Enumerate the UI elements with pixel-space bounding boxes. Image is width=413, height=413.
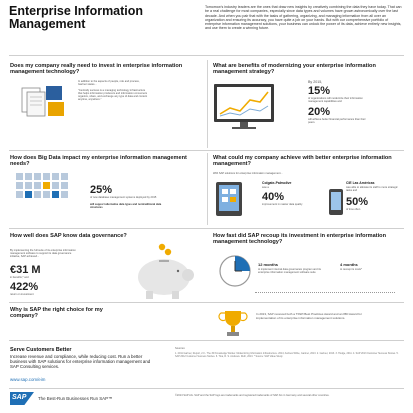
recoup-12m-text: to implement internal data governance pr… bbox=[258, 268, 321, 275]
benefit-stat1-value: 15% bbox=[308, 85, 331, 97]
benefit-stat2-value: 20% bbox=[308, 106, 331, 118]
need-note2: "Centrally success is a managing technol… bbox=[78, 89, 148, 102]
phone-icon bbox=[329, 189, 343, 215]
sap-logo-text: SAP bbox=[12, 394, 27, 401]
colgate-lead: saw a bbox=[262, 186, 269, 189]
serve-text: Increase revenue and compliance, while r… bbox=[10, 354, 151, 370]
why-question: Why is SAP the right choice for my compa… bbox=[10, 307, 103, 320]
governance-value1: €31 M bbox=[10, 264, 41, 276]
clock-icon bbox=[219, 255, 251, 287]
sources-text: 1. 2011 Gartner, Report, 2.0 - The 3D Kn… bbox=[175, 352, 399, 358]
recoup-question: How fast did SAP recoup its investment i… bbox=[213, 233, 387, 246]
governance-question: How well does SAP know data governance? bbox=[10, 233, 127, 239]
colgate-value: 40% bbox=[262, 191, 285, 203]
sources-label: Sources: bbox=[175, 347, 186, 350]
governance-label1: in benefits,* and bbox=[10, 276, 29, 279]
documents-icon bbox=[21, 86, 64, 117]
recoup-4m-text: to recoup its costs* bbox=[340, 268, 362, 271]
serve-title: Serve Customers Better bbox=[10, 347, 72, 353]
need-question: Does my company really need to invest in… bbox=[10, 63, 183, 76]
trophy-icon bbox=[218, 311, 248, 336]
tablet-icon bbox=[216, 182, 242, 216]
cie-value: 50% bbox=[346, 196, 369, 208]
colgate-name: Colgate-Palmolive bbox=[262, 181, 292, 185]
database-grid-icon bbox=[16, 173, 68, 198]
benefits-question: What are benefits of modernizing your en… bbox=[213, 63, 376, 76]
benefit-stat1-text: of organizations will modernize their in… bbox=[308, 97, 363, 104]
title-line2: Management bbox=[9, 17, 86, 31]
why-text: In 2013, SAP received both a TDWI Best P… bbox=[256, 312, 362, 320]
governance-intro: By implementing the full suite of its en… bbox=[10, 249, 76, 259]
piggy-bank-icon bbox=[138, 243, 194, 299]
copyright: ©2013 SAP AG. SAP and the SAP logo are t… bbox=[175, 394, 330, 397]
cie-name: CIE Las Américas bbox=[346, 181, 375, 185]
bigdata-stat1-value: 25% bbox=[90, 184, 113, 196]
achieve-question: What could my company achieve with bette… bbox=[213, 155, 392, 168]
page-title: Enterprise Information Management bbox=[9, 5, 189, 31]
need-note1: In addition to the aspects of people, ro… bbox=[78, 80, 140, 87]
bigdata-question: How does Big Data impact my enterprise i… bbox=[10, 155, 187, 168]
tagline: The Best-Run Businesses Run SAP™ bbox=[38, 396, 113, 401]
bigdata-stat1-text: of new database management systems deplo… bbox=[90, 196, 157, 199]
achieve-intro: With SAP solutions for enterprise inform… bbox=[213, 172, 283, 175]
intro-text: Tomorrow's industry leaders are the ones… bbox=[205, 5, 402, 31]
title-line1: Enterprise Information bbox=[9, 4, 144, 18]
cie-text2: of time often bbox=[346, 208, 361, 211]
recoup-4m-value: 4 months bbox=[340, 262, 358, 267]
sap-url-link[interactable]: www.sap.com/eim bbox=[10, 377, 46, 382]
governance-value2: 422% bbox=[10, 281, 39, 293]
sap-logo: SAP bbox=[10, 392, 34, 405]
recoup-12m-value: 12 months bbox=[258, 262, 279, 267]
cie-text1: was able to allocate its staff to more s… bbox=[346, 186, 398, 193]
benefit-stat2-text: will achieve better financial performanc… bbox=[308, 118, 366, 125]
colgate-text: improvement in master data quality bbox=[262, 203, 303, 206]
by2015-label: By 2015, bbox=[308, 80, 323, 84]
bigdata-stat2-text: will support alternative data types and … bbox=[90, 203, 162, 210]
governance-label2: return on investment bbox=[10, 293, 34, 296]
monitor-chart-icon bbox=[214, 84, 274, 129]
